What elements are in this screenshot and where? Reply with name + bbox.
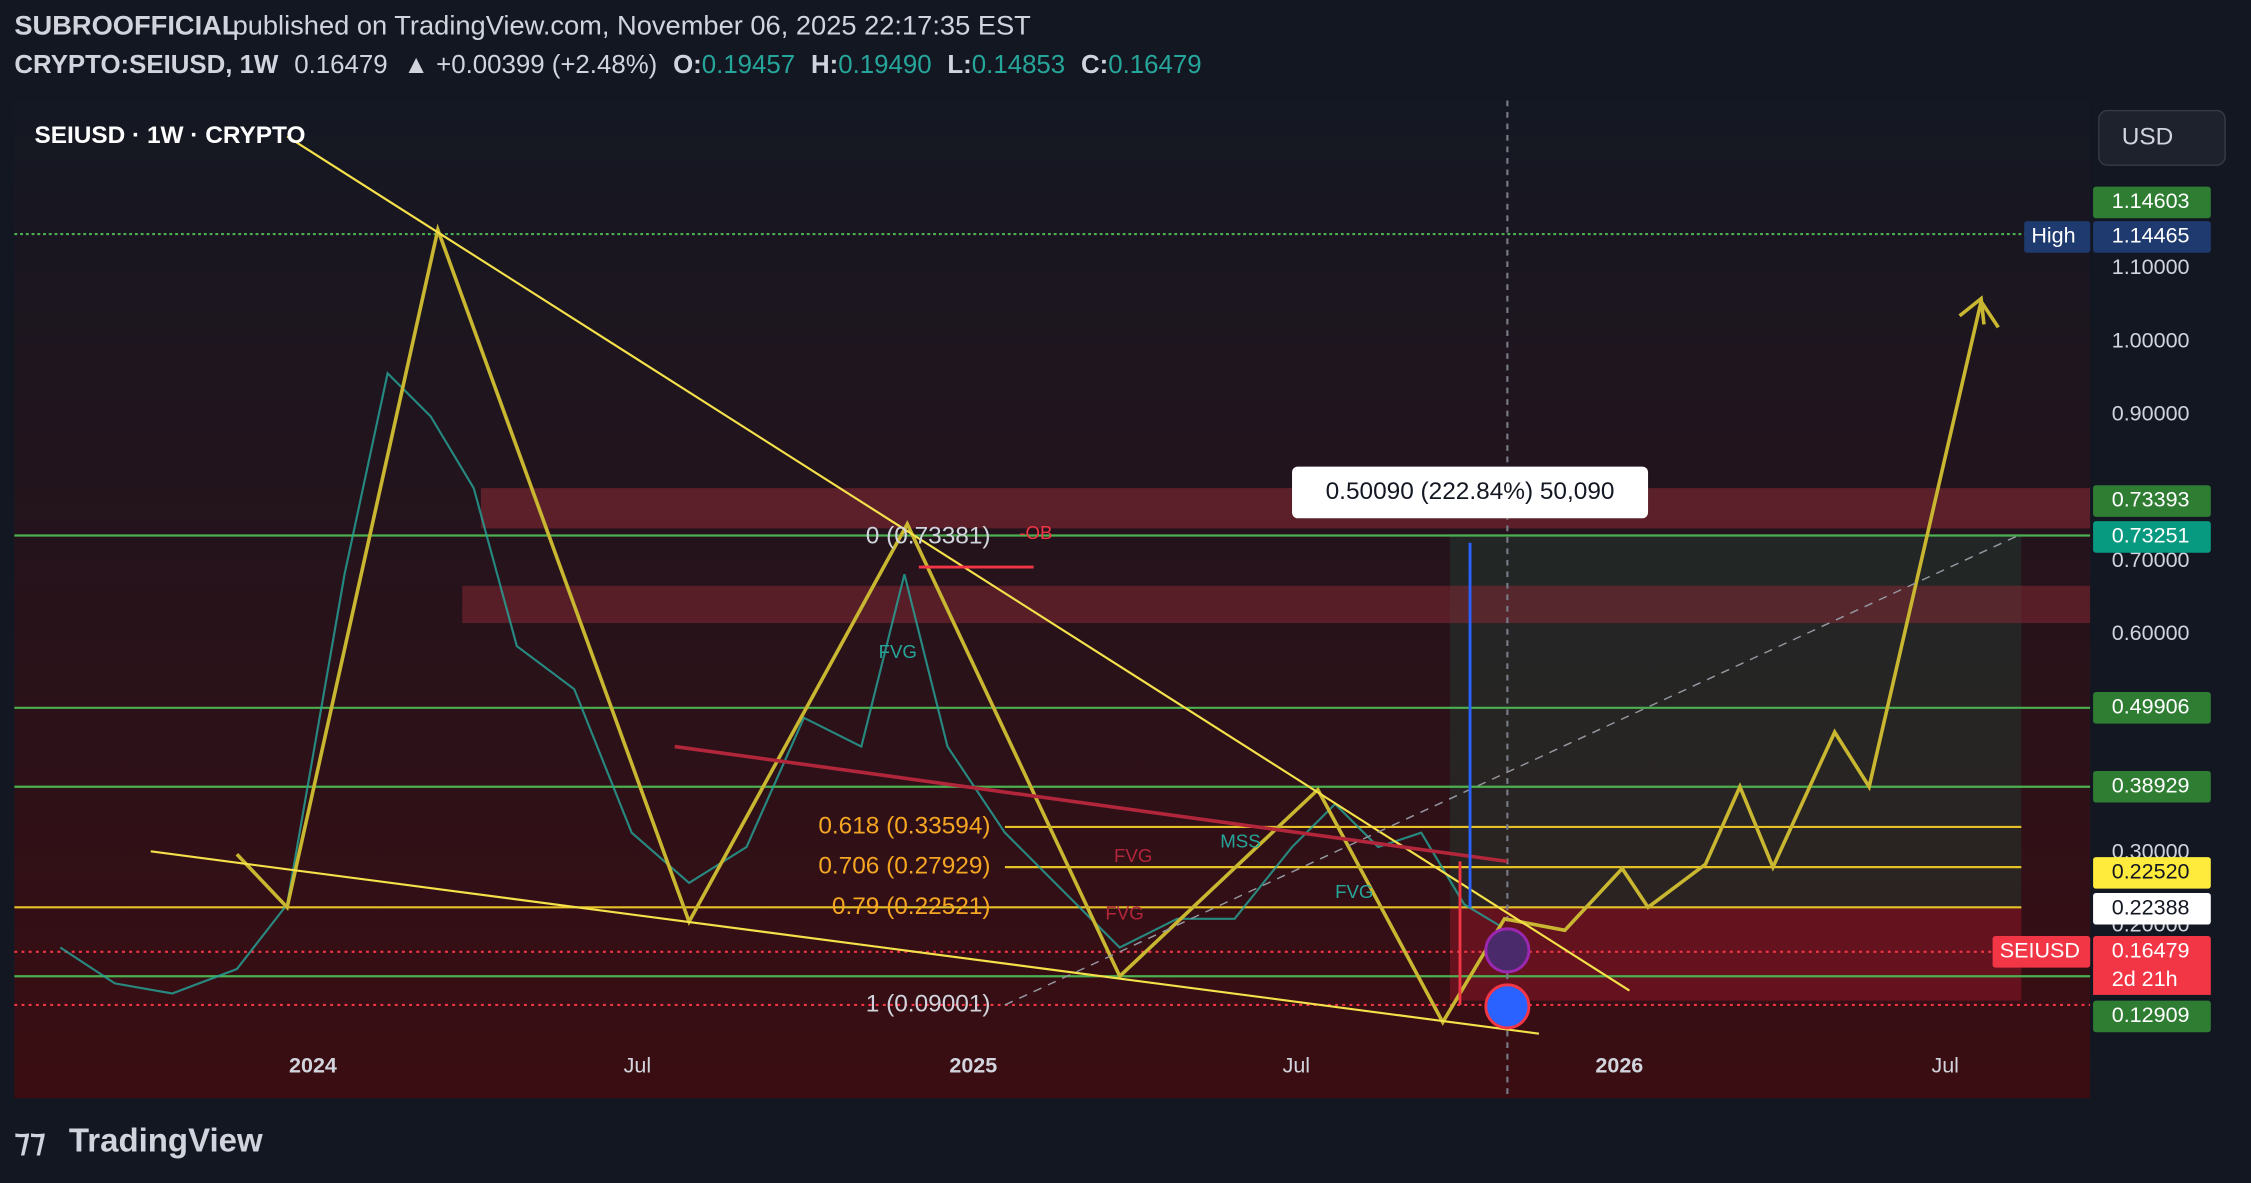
zone-label: FVG — [879, 641, 917, 662]
currency: USD — [2122, 123, 2174, 150]
fib-label: 0 (0.73381) — [866, 522, 991, 549]
logo: TradingView — [69, 1121, 263, 1158]
time-label: Jul — [1283, 1053, 1311, 1077]
price-tag — [2093, 691, 2211, 724]
price-tag — [2093, 485, 2211, 517]
zone-label: MSS — [1220, 831, 1260, 852]
price-tag — [2093, 521, 2211, 553]
fib-labels: 0 (0.73381) 0.618 (0.33594) 0.706 (0.27929… — [818, 522, 990, 1017]
symbol: CRYPTO:SEIUSD, 1W — [14, 51, 279, 79]
symbol-tag: SEIUSD — [2000, 939, 2080, 963]
price-label: 1.00000 — [2112, 328, 2190, 352]
logo-icon: ⁊⁊ — [14, 1122, 45, 1158]
zone-label: -OB — [1019, 522, 1052, 543]
ob-zone — [480, 488, 2091, 529]
zone-label: FVG — [1335, 881, 1373, 902]
measure-box — [1292, 466, 1649, 519]
label: O: — [673, 51, 702, 79]
drawings — [59, 135, 2022, 1035]
value: 0.16479 — [1108, 51, 1201, 79]
label: C: — [1081, 51, 1108, 79]
time-label: 2025 — [949, 1053, 997, 1077]
price-tag — [2093, 857, 2211, 889]
zone-labels: -OB FVG FVG MSS FVG FVG — [879, 522, 1374, 923]
legend: SEIUSD · 1W · CRYPTO — [34, 122, 305, 149]
price-tag-label: 0.49906 — [2112, 694, 2190, 718]
fib-label: 0.618 (0.33594) — [818, 812, 990, 839]
price-tag-label: 1.14603 — [2112, 189, 2190, 213]
price-tag-label: 0.73251 — [2112, 524, 2190, 548]
author: SUBROOFFICIAL — [14, 10, 238, 41]
price-tag-label: 1.14465 — [2112, 224, 2190, 248]
countdown: 2d 21h — [2112, 967, 2178, 991]
price-scale — [2090, 100, 2251, 1099]
countdown-bg — [2093, 966, 2211, 995]
ob-zone — [462, 585, 2091, 624]
fib-label: 0.706 (0.27929) — [818, 853, 990, 880]
time-label: 2024 — [289, 1053, 337, 1077]
event-icon[interactable] — [1484, 983, 1531, 1030]
levels — [14, 100, 2091, 1099]
time-label: Jul — [1931, 1053, 1959, 1077]
event-icon[interactable] — [1484, 927, 1531, 974]
price-tag — [2093, 221, 2211, 253]
symbol-bg — [1992, 936, 2091, 968]
price-tag-label: 0.22520 — [2112, 860, 2190, 884]
price-tag — [2093, 770, 2211, 803]
time-label: Jul — [624, 1053, 652, 1077]
change: ▲ +0.00399 (+2.48%) — [403, 51, 657, 79]
currency-button[interactable] — [2098, 109, 2226, 166]
published: published on TradingView.com, November 0… — [233, 10, 1032, 41]
price-tag-label: 0.73393 — [2112, 488, 2190, 512]
time-label: 2026 — [1595, 1053, 1643, 1077]
price-tag — [2093, 892, 2211, 925]
stop-zone — [1449, 907, 2022, 1001]
high-bg — [2024, 221, 2091, 253]
price-label: 0.60000 — [2112, 621, 2190, 645]
fib-label: 1 (0.09001) — [866, 990, 991, 1017]
price-tag-label: 0.38929 — [2112, 773, 2190, 797]
symbol-line: CRYPTO:SEIUSD, 1W 0.16479 ▲ +0.00399 (+2… — [14, 51, 1201, 79]
price-tag — [2093, 1000, 2211, 1033]
zone-label: FVG — [1105, 902, 1143, 923]
last: 0.16479 — [294, 51, 387, 79]
measure-label: 0.50090 (222.84%) 50,090 — [1326, 478, 1615, 505]
value: 0.19457 — [702, 51, 795, 79]
price-tag-label: 0.22388 — [2112, 895, 2190, 919]
fib-label: 0.79 (0.22521) — [832, 893, 991, 920]
label: L: — [947, 51, 971, 79]
label: H: — [811, 51, 838, 79]
price-tag — [2093, 936, 2211, 968]
value: 0.19490 — [838, 51, 931, 79]
price-tag-label: 0.16479 — [2112, 939, 2190, 963]
price-label: 1.10000 — [2112, 255, 2190, 279]
price-tag — [2093, 186, 2211, 219]
value: 0.14853 — [972, 51, 1065, 79]
price-tag-label: 0.12909 — [2112, 1003, 2190, 1027]
high-label: High — [2031, 224, 2075, 248]
zone-label: FVG — [1114, 845, 1152, 866]
price-label: 0.90000 — [2112, 402, 2190, 426]
time-labels: 2024 Jul 2025 Jul 2026 Jul — [289, 1053, 1959, 1077]
price-tags: 1.14603 1.14465 0.73393 0.73251 0.49906 0.389… — [1992, 186, 2211, 1033]
